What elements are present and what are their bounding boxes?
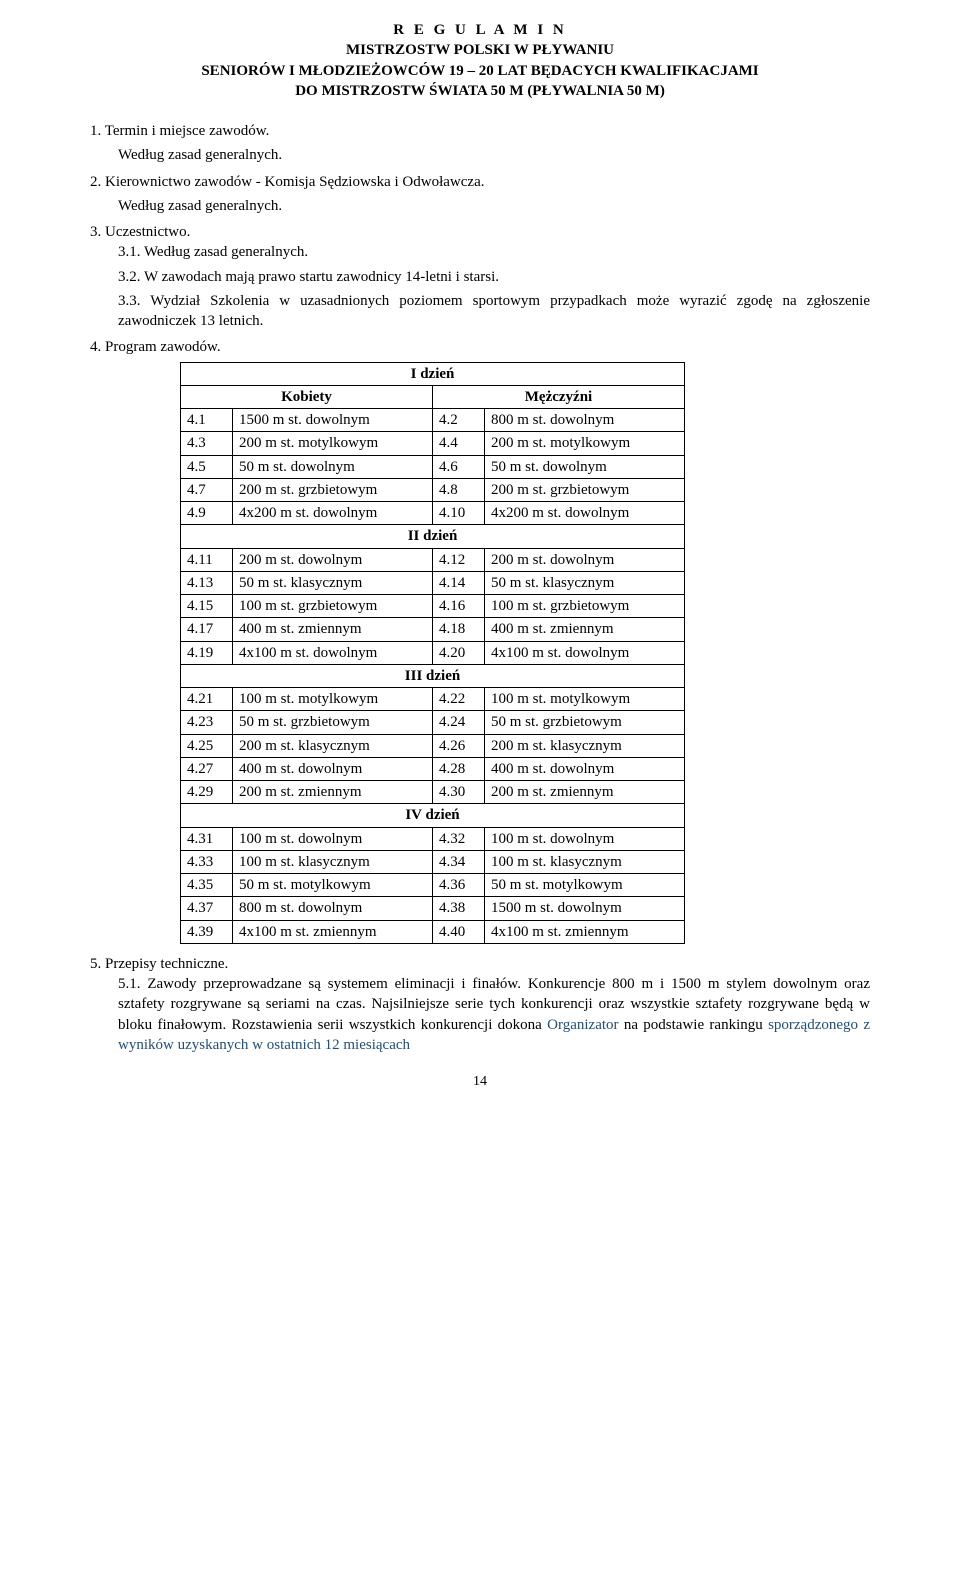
table-row: 4.394x100 m st. zmiennym4.404x100 m st. …: [181, 920, 685, 943]
table-row: 4.3200 m st. motylkowym4.4200 m st. moty…: [181, 432, 685, 455]
section-4: 4. Program zawodów. I dzień Kobiety Mężc…: [90, 337, 870, 944]
table-row: 4.550 m st. dowolnym4.650 m st. dowolnym: [181, 455, 685, 478]
day-3-label: III dzień: [181, 664, 685, 687]
section-5-heading: 5. Przepisy techniczne.: [90, 954, 870, 974]
table-row: 4.15100 m st. grzbietowym4.16100 m st. g…: [181, 595, 685, 618]
table-row: 4.1350 m st. klasycznym4.1450 m st. klas…: [181, 571, 685, 594]
section-3-2: 3.2. W zawodach mają prawo startu zawodn…: [118, 267, 870, 287]
table-row: 4.37800 m st. dowolnym4.381500 m st. dow…: [181, 897, 685, 920]
section-2: 2. Kierownictwo zawodów - Komisja Sędzio…: [90, 172, 870, 217]
section-5-1-mid: na podstawie rankingu: [619, 1017, 769, 1033]
section-4-heading: 4. Program zawodów.: [90, 337, 870, 357]
section-3-heading: 3. Uczestnictwo.: [90, 222, 870, 242]
table-row: 4.25200 m st. klasycznym4.26200 m st. kl…: [181, 734, 685, 757]
table-row: 4.17400 m st. zmiennym4.18400 m st. zmie…: [181, 618, 685, 641]
table-row: 4.33100 m st. klasycznym4.34100 m st. kl…: [181, 850, 685, 873]
table-row: 4.94x200 m st. dowolnym4.104x200 m st. d…: [181, 502, 685, 525]
table-row: 4.11200 m st. dowolnym4.12200 m st. dowo…: [181, 548, 685, 571]
title-line-4: DO MISTRZOSTW ŚWIATA 50 M (PŁYWALNIA 50 …: [90, 81, 870, 101]
table-row: 4.27400 m st. dowolnym4.28400 m st. dowo…: [181, 757, 685, 780]
table-row: 4.7200 m st. grzbietowym4.8200 m st. grz…: [181, 478, 685, 501]
section-1: 1. Termin i miejsce zawodów. Według zasa…: [90, 121, 870, 166]
day-4-label: IV dzień: [181, 804, 685, 827]
day-2-label: II dzień: [181, 525, 685, 548]
section-3: 3. Uczestnictwo. 3.1. Według zasad gener…: [90, 222, 870, 331]
document-title: R E G U L A M I N MISTRZOSTW POLSKI W PŁ…: [90, 20, 870, 101]
day-4-header: IV dzień: [181, 804, 685, 827]
table-row: 4.2350 m st. grzbietowym4.2450 m st. grz…: [181, 711, 685, 734]
header-kobiety: Kobiety: [181, 385, 433, 408]
table-row: 4.29200 m st. zmiennym4.30200 m st. zmie…: [181, 781, 685, 804]
section-5-1-organizer: Organizator: [547, 1017, 618, 1033]
schedule-table: I dzień Kobiety Mężczyźni 4.11500 m st. …: [180, 362, 685, 944]
gender-header: Kobiety Mężczyźni: [181, 385, 685, 408]
table-row: 4.194x100 m st. dowolnym4.204x100 m st. …: [181, 641, 685, 664]
title-line-2: MISTRZOSTW POLSKI W PŁYWANIU: [90, 40, 870, 60]
table-row: 4.21100 m st. motylkowym4.22100 m st. mo…: [181, 688, 685, 711]
day-1-label: I dzień: [181, 362, 685, 385]
page-number: 14: [90, 1073, 870, 1092]
table-row: 4.31100 m st. dowolnym4.32100 m st. dowo…: [181, 827, 685, 850]
day-1-header: I dzień: [181, 362, 685, 385]
section-3-1: 3.1. Według zasad generalnych.: [118, 242, 870, 262]
section-1-body: Według zasad generalnych.: [118, 145, 870, 165]
title-line-1: R E G U L A M I N: [90, 20, 870, 40]
section-2-body: Według zasad generalnych.: [118, 196, 870, 216]
section-5: 5. Przepisy techniczne. 5.1. Zawody prze…: [90, 954, 870, 1055]
section-2-heading: 2. Kierownictwo zawodów - Komisja Sędzio…: [90, 172, 870, 192]
title-line-3: SENIORÓW I MŁODZIEŻOWCÓW 19 – 20 LAT BĘD…: [90, 61, 870, 81]
table-row: 4.3550 m st. motylkowym4.3650 m st. moty…: [181, 874, 685, 897]
day-3-header: III dzień: [181, 664, 685, 687]
section-5-1: 5.1. Zawody przeprowadzane są systemem e…: [118, 974, 870, 1055]
section-3-3: 3.3. Wydział Szkolenia w uzasadnionych p…: [118, 291, 870, 332]
table-row: 4.11500 m st. dowolnym4.2800 m st. dowol…: [181, 409, 685, 432]
day-2-header: II dzień: [181, 525, 685, 548]
header-mezczyzni: Mężczyźni: [433, 385, 685, 408]
section-1-heading: 1. Termin i miejsce zawodów.: [90, 121, 870, 141]
